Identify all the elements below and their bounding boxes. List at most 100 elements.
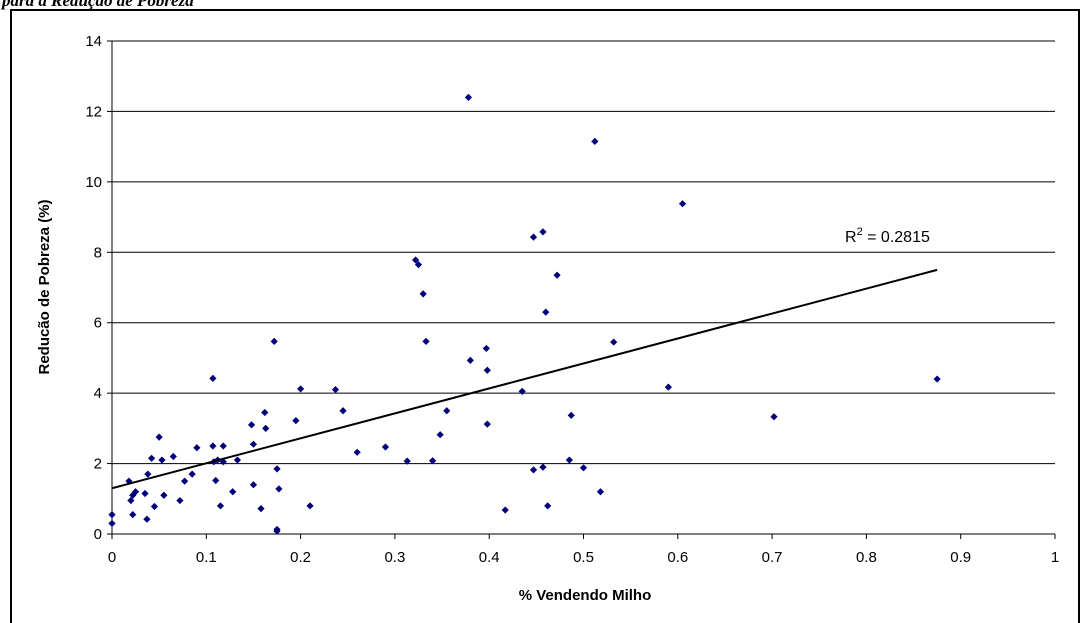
x-tick-label: 0.9 bbox=[950, 549, 971, 566]
data-point bbox=[529, 466, 538, 474]
data-point bbox=[678, 200, 687, 208]
x-tick-label: 0.5 bbox=[573, 549, 594, 566]
y-tick-label: 12 bbox=[85, 103, 102, 120]
data-point bbox=[542, 308, 550, 316]
data-point bbox=[108, 511, 116, 519]
data-point bbox=[155, 433, 163, 441]
x-tick-labels: 0 0.1 0.2 0.3 0.4 0.5 0.6 0.7 0.8 0.9 1 bbox=[108, 549, 1059, 566]
data-point bbox=[188, 470, 196, 478]
data-point bbox=[353, 448, 361, 456]
data-point bbox=[292, 417, 300, 425]
data-point bbox=[209, 442, 217, 450]
y-tick-label: 8 bbox=[94, 244, 102, 261]
data-point bbox=[148, 454, 156, 462]
data-point bbox=[181, 477, 189, 485]
trendline bbox=[111, 268, 938, 490]
data-point bbox=[141, 489, 149, 498]
x-tick-label: 0.8 bbox=[856, 549, 877, 566]
x-tick-label: 0.1 bbox=[196, 549, 217, 566]
y-tick-label: 0 bbox=[94, 526, 102, 543]
data-point bbox=[306, 502, 314, 510]
y-tick-label: 4 bbox=[94, 385, 102, 402]
data-point bbox=[219, 442, 227, 450]
data-point bbox=[131, 488, 140, 496]
y-tick-label: 10 bbox=[85, 174, 102, 191]
data-point bbox=[176, 496, 184, 505]
data-point bbox=[209, 374, 217, 382]
data-point bbox=[483, 366, 491, 374]
gridlines bbox=[107, 40, 1055, 535]
data-point bbox=[270, 337, 278, 345]
data-point bbox=[247, 421, 256, 429]
y-tick-label: 6 bbox=[94, 315, 102, 332]
data-point bbox=[539, 463, 547, 471]
data-point bbox=[403, 457, 411, 465]
data-point bbox=[262, 424, 270, 432]
data-point bbox=[483, 420, 491, 428]
data-point bbox=[169, 452, 177, 461]
data-point bbox=[770, 413, 778, 421]
data-point bbox=[381, 443, 390, 451]
x-tick-label: 0.6 bbox=[667, 549, 688, 566]
axes bbox=[111, 41, 1056, 539]
data-point bbox=[422, 337, 430, 345]
x-tick-label: 0.3 bbox=[384, 549, 405, 566]
data-point bbox=[193, 444, 201, 452]
data-point bbox=[933, 375, 941, 383]
data-point bbox=[412, 256, 420, 264]
x-tick-label: 0.4 bbox=[479, 549, 500, 566]
data-point bbox=[233, 456, 242, 464]
y-tick-label: 14 bbox=[85, 33, 102, 50]
data-point bbox=[567, 411, 575, 419]
data-point bbox=[482, 344, 490, 353]
data-point bbox=[443, 407, 451, 415]
data-point bbox=[436, 431, 444, 439]
data-point bbox=[529, 233, 538, 241]
chart-frame bbox=[10, 9, 1080, 623]
page-header-text: para a Redução de Pobreza bbox=[2, 0, 194, 10]
data-point bbox=[591, 137, 599, 145]
x-tick-label: 0.7 bbox=[762, 549, 783, 566]
data-point bbox=[331, 386, 340, 394]
data-point bbox=[518, 387, 526, 395]
data-point bbox=[144, 470, 152, 478]
data-point bbox=[216, 502, 225, 510]
data-point bbox=[464, 93, 473, 101]
data-point bbox=[565, 456, 573, 464]
data-point bbox=[212, 476, 220, 485]
data-point bbox=[579, 464, 588, 472]
data-point bbox=[553, 271, 561, 279]
data-point bbox=[261, 408, 269, 417]
data-point bbox=[143, 515, 151, 523]
data-point bbox=[596, 488, 605, 496]
data-point bbox=[160, 491, 168, 499]
data-point bbox=[610, 338, 618, 346]
data-point bbox=[150, 502, 159, 511]
data-point bbox=[249, 440, 258, 448]
data-point bbox=[257, 505, 265, 513]
data-point bbox=[229, 488, 237, 496]
data-point bbox=[108, 519, 116, 528]
data-point bbox=[419, 290, 427, 298]
y-tick-label: 2 bbox=[94, 456, 102, 473]
y-axis-title: Reducão de Pobreza (%) bbox=[36, 199, 53, 374]
data-point bbox=[129, 511, 137, 519]
y-tick-labels: 0 2 4 6 8 10 12 14 bbox=[85, 33, 102, 543]
x-tick-label: 0.2 bbox=[290, 549, 311, 566]
x-axis-title: % Vendendo Milho bbox=[519, 587, 652, 604]
data-point bbox=[275, 485, 283, 493]
x-tick-label: 1 bbox=[1051, 549, 1059, 566]
data-point bbox=[414, 261, 423, 269]
data-point bbox=[158, 456, 166, 464]
data-point bbox=[429, 457, 437, 465]
data-point bbox=[249, 481, 258, 489]
data-point bbox=[125, 477, 133, 485]
data-point bbox=[544, 502, 552, 510]
data-point bbox=[297, 385, 305, 393]
data-point bbox=[466, 356, 474, 364]
r-squared-label: R2 = 0.2815 bbox=[845, 226, 930, 246]
data-points bbox=[108, 93, 941, 535]
data-point bbox=[501, 506, 509, 514]
data-point bbox=[539, 228, 547, 236]
